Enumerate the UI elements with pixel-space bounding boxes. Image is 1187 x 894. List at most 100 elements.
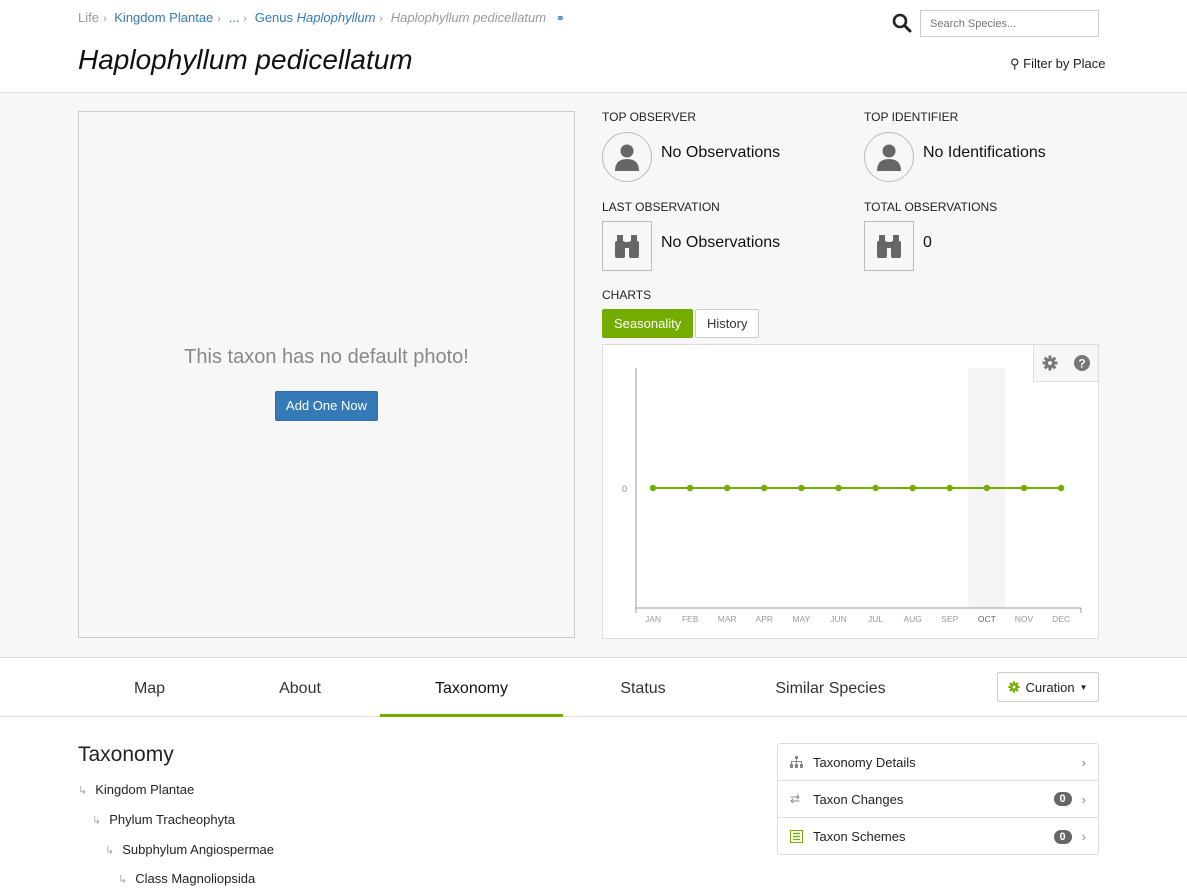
shuffle-icon: ⇄ (790, 792, 801, 806)
x-tick-label: JUL (868, 614, 883, 624)
last-observation-value: No Observations (661, 234, 781, 251)
x-tick-label: APR (756, 614, 773, 624)
breadcrumb-ellipsis[interactable]: ... (228, 10, 240, 25)
gear-icon (1008, 681, 1021, 693)
total-observations-label: TOTAL OBSERVATIONS (864, 200, 998, 214)
x-tick-label: AUG (903, 614, 921, 624)
top-identifier-label: TOP IDENTIFIER (864, 110, 959, 124)
breadcrumb-life[interactable]: Life (78, 10, 99, 25)
help-icon[interactable]: ? (1074, 355, 1090, 371)
chart-tools: ? (1033, 345, 1098, 382)
genus-prefix: Genus (254, 10, 294, 25)
search-icon[interactable] (892, 13, 912, 33)
curation-panel: Taxonomy Details › ⇄ Taxon Changes 0 › Taxo… (777, 743, 1099, 855)
taxonomy-tree-item[interactable]: ↳ Phylum Tracheophyta (92, 812, 235, 827)
tab-seasonality[interactable]: Seasonality (602, 309, 694, 338)
tree-label: Subphylum Angiospermae (122, 842, 274, 857)
filter-label: Filter by Place (1023, 56, 1106, 71)
data-point (946, 484, 953, 492)
data-point (835, 484, 842, 492)
last-observation-label: LAST OBSERVATION (602, 200, 720, 214)
data-point (872, 484, 879, 492)
tree-label: Kingdom Plantae (95, 782, 195, 797)
data-point (1057, 484, 1065, 492)
taxonomy-details-row[interactable]: Taxonomy Details › (778, 744, 1098, 781)
breadcrumb: Life › Kingdom Plantae › ... › Genus Haplop… (78, 10, 565, 25)
tree-arrow-icon: ↳ (78, 785, 88, 797)
x-tick-label: MAY (793, 614, 811, 624)
tree-arrow-icon: ↳ (105, 845, 115, 857)
gear-icon[interactable] (1042, 355, 1058, 371)
binoculars-icon (615, 235, 639, 258)
active-tab-indicator (380, 714, 563, 717)
tab-similar-species[interactable]: Similar Species (775, 680, 886, 697)
taxonomy-tree-item[interactable]: ↳ Class Magnoliopsida (118, 871, 255, 886)
tab-status[interactable]: Status (620, 680, 666, 697)
top-observer-label: TOP OBSERVER (602, 110, 697, 124)
curation-dropdown[interactable]: Curation ▼ (997, 672, 1099, 702)
data-point (649, 484, 657, 492)
user-icon (615, 144, 639, 171)
row-label: Taxon Changes (813, 791, 904, 807)
tab-about[interactable]: About (279, 680, 321, 697)
top-identifier-value: No Identifications (923, 144, 1046, 161)
genus-name: Haplophyllum (296, 10, 376, 25)
user-icon (877, 144, 901, 171)
data-point (909, 484, 916, 492)
tab-taxonomy[interactable]: Taxonomy (435, 680, 508, 697)
x-tick-label: OCT (978, 614, 996, 624)
x-tick-label: NOV (1015, 614, 1034, 624)
tree-arrow-icon: ↳ (92, 815, 102, 827)
taxon-changes-row[interactable]: ⇄ Taxon Changes 0 › (778, 781, 1098, 818)
breadcrumb-current: Haplophyllum pedicellatum (390, 10, 547, 25)
taxonomy-tree-item[interactable]: ↳ Subphylum Angiospermae (105, 842, 274, 857)
data-point (761, 484, 768, 492)
curation-label: Curation (1025, 679, 1075, 695)
row-label: Taxonomy Details (813, 754, 916, 770)
search-input[interactable] (920, 10, 1099, 37)
total-observations-box (864, 221, 914, 271)
tab-bar-divider (0, 716, 1187, 717)
data-point (983, 484, 991, 492)
x-tick-label: JAN (645, 614, 661, 624)
chart-plot: 0 JAN FEB MAR APR MAY JUN JUL AUG SEP OCT NOV DEC (622, 368, 1082, 624)
total-observations-value: 0 (923, 234, 932, 251)
count-badge: 0 (1053, 829, 1072, 844)
charts-label: CHARTS (602, 288, 652, 302)
breadcrumb-genus[interactable]: Genus Haplophyllum (255, 10, 376, 25)
breadcrumb-kingdom[interactable]: Kingdom Plantae (114, 10, 214, 25)
binoculars-icon (877, 235, 901, 258)
data-point (686, 484, 694, 492)
x-tick-label: DEC (1052, 614, 1070, 624)
hierarchy-icon (790, 756, 803, 768)
chevron-right-icon: › (1081, 791, 1086, 807)
avatar (864, 132, 914, 182)
x-tick-label: SEP (941, 614, 958, 624)
page-title: Haplophyllum pedicellatum (78, 44, 413, 75)
taxonomy-heading: Taxonomy (78, 743, 174, 766)
chevron-right-icon: › (1081, 829, 1086, 844)
add-photo-button[interactable]: Add One Now (275, 391, 378, 421)
tree-label: Class Magnoliopsida (135, 871, 256, 886)
taxon-schemes-row[interactable]: Taxon Schemes 0 › (778, 818, 1098, 855)
taxonomy-tree-item[interactable]: ↳ Kingdom Plantae (78, 782, 194, 797)
seasonality-chart: ? 0 JAN FEB MAR APR MAY JUN JUL AUG SEP OCT NOV DEC (602, 344, 1099, 639)
tab-history[interactable]: History (695, 309, 760, 338)
no-photo-message: This taxon has no default photo! (184, 346, 469, 368)
list-icon (790, 830, 803, 843)
tab-map[interactable]: Map (133, 680, 166, 697)
data-point (724, 484, 731, 492)
tree-arrow-icon: ↳ (118, 874, 128, 886)
caret-down-icon: ▼ (1079, 682, 1088, 692)
x-tick-label: JUN (830, 614, 847, 624)
photo-placeholder: This taxon has no default photo! Add One… (78, 111, 575, 638)
last-observation-box (602, 221, 652, 271)
filter-by-place[interactable]: ⚲ Filter by Place (1010, 56, 1106, 72)
avatar (602, 132, 652, 182)
map-marker-icon: ⚲ (1010, 56, 1020, 71)
svg-text:?: ? (1078, 357, 1085, 371)
link-icon[interactable]: ⚭ (555, 13, 565, 25)
tree-label: Phylum Tracheophyta (109, 812, 235, 827)
data-point (798, 484, 805, 492)
data-point (1020, 484, 1028, 492)
